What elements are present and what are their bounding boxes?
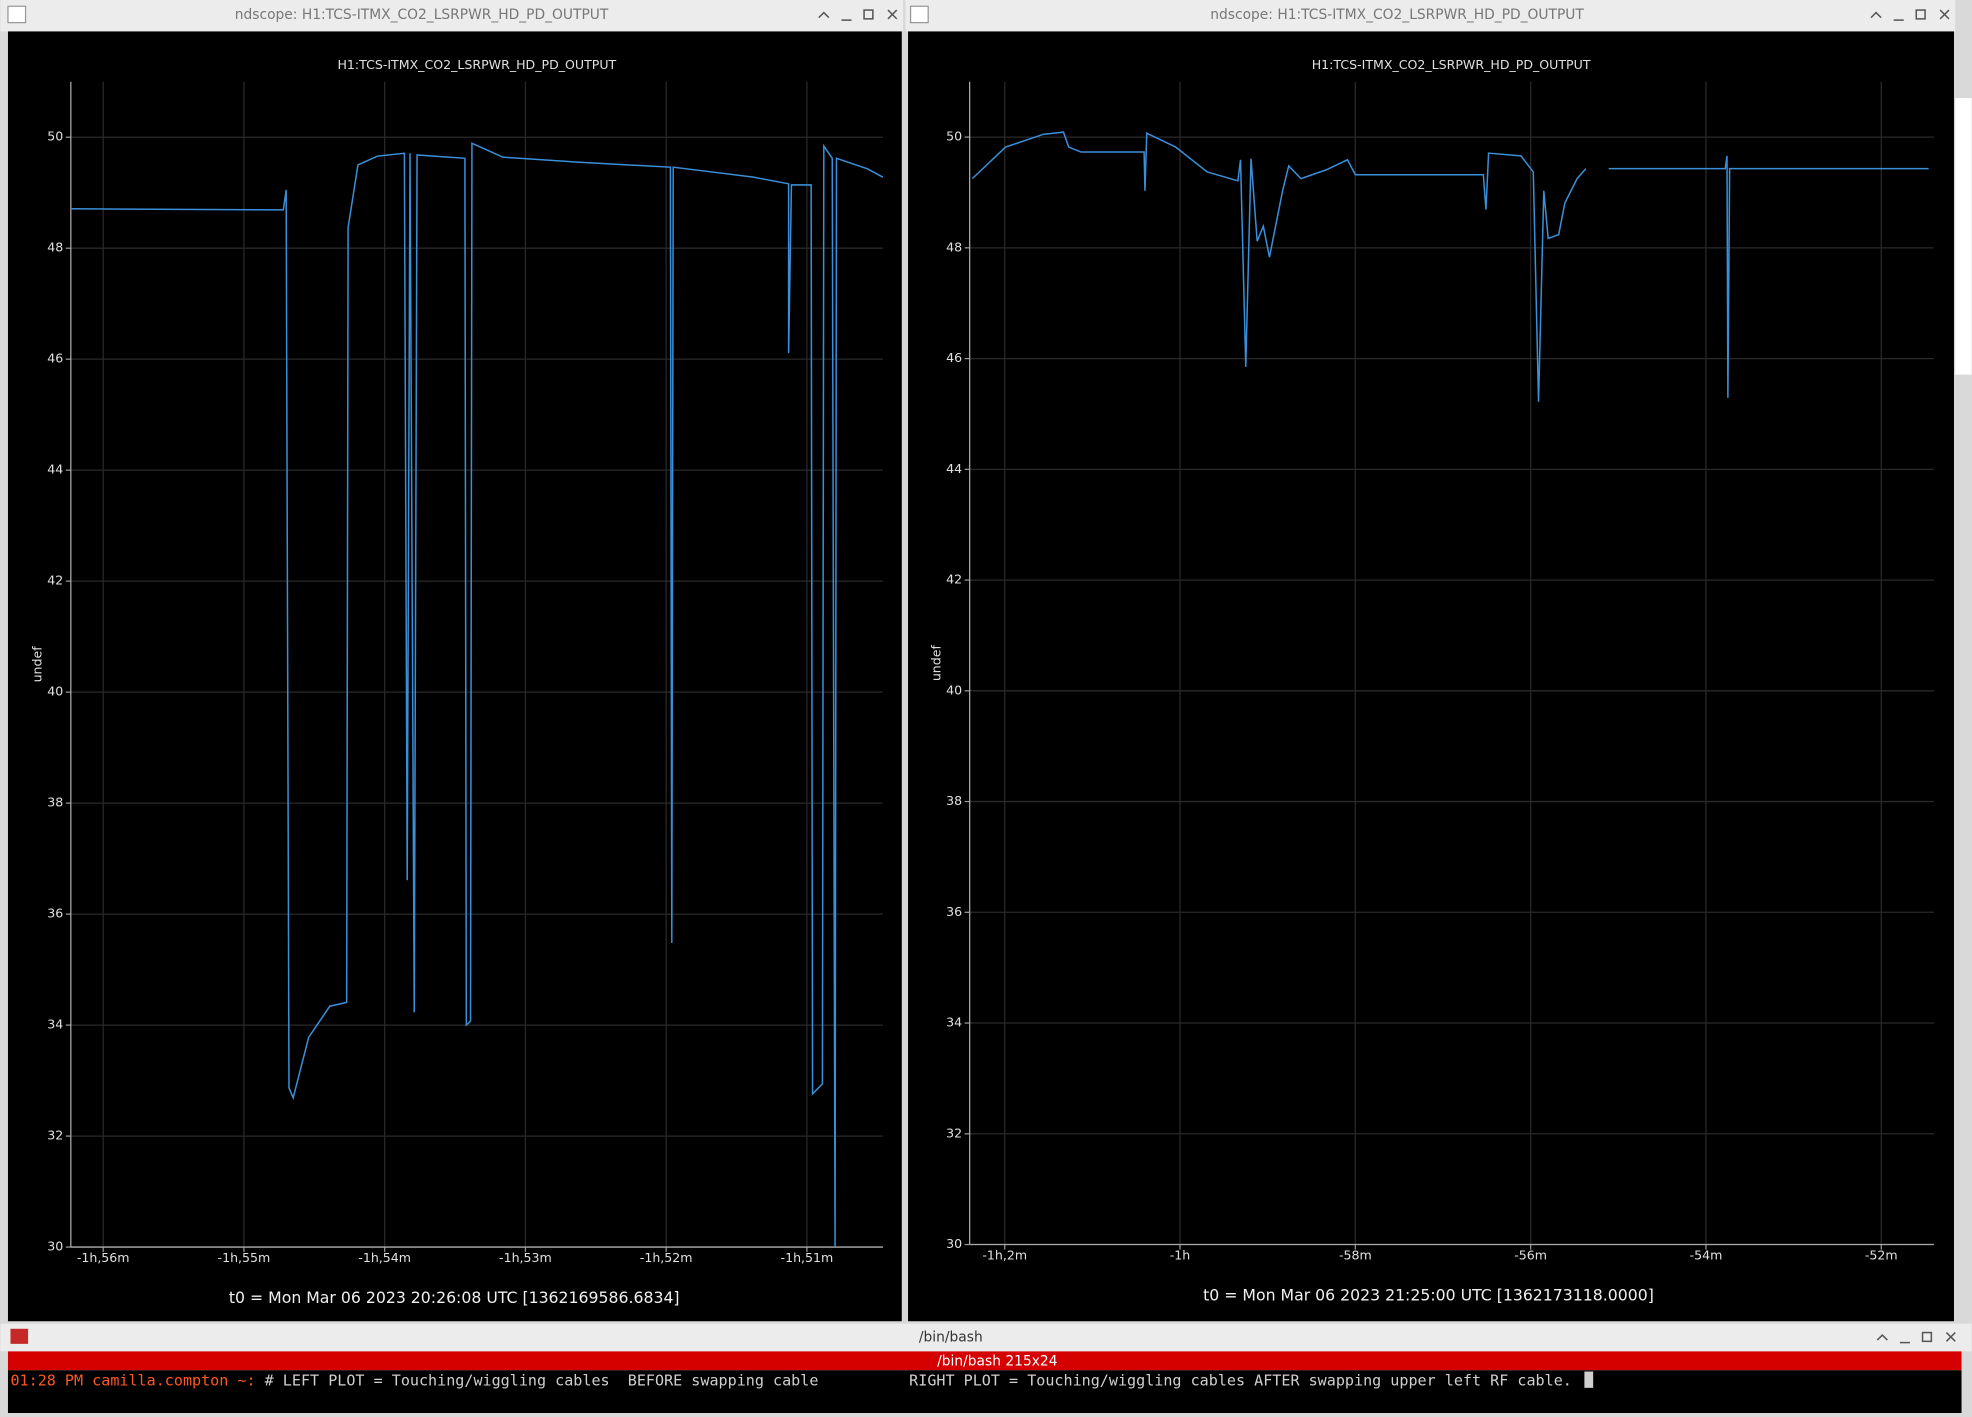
y-tick-label: 36 bbox=[946, 904, 962, 919]
cursor bbox=[1584, 1371, 1594, 1388]
x-tick-label: -1h,53m bbox=[499, 1250, 552, 1265]
terminal-tab-label: /bin/bash 215x24 bbox=[937, 1353, 1058, 1369]
y-tick-label: 34 bbox=[47, 1017, 63, 1032]
y-tick-label: 42 bbox=[946, 572, 962, 587]
data-line bbox=[70, 142, 884, 1248]
maximize-button[interactable] bbox=[1915, 9, 1926, 20]
x-tick-label: -1h,52m bbox=[640, 1250, 693, 1265]
x-tick-label: -1h,55m bbox=[218, 1250, 271, 1265]
y-tick-label: 46 bbox=[946, 350, 962, 365]
x-tick-label: -1h,54m bbox=[358, 1250, 411, 1265]
y-tick-label: 32 bbox=[47, 1128, 63, 1143]
window-controls[interactable] bbox=[818, 9, 898, 21]
command: # LEFT PLOT = Touching/wiggling cables B… bbox=[256, 1371, 1572, 1389]
x-axis-label: t0 = Mon Mar 06 2023 20:26:08 UTC [13621… bbox=[229, 1288, 680, 1307]
y-tick-label: 30 bbox=[47, 1239, 63, 1254]
x-tick-label: -1h,56m bbox=[77, 1250, 130, 1265]
x-tick-label: -1h bbox=[1170, 1247, 1191, 1262]
prompt: 01:28 PM camilla.compton ~: bbox=[10, 1371, 255, 1389]
x-tick-label: -52m bbox=[1865, 1247, 1898, 1262]
shade-button[interactable] bbox=[1870, 11, 1882, 19]
y-tick-label: 44 bbox=[47, 462, 63, 477]
window-title: ndscope: H1:TCS-ITMX_CO2_LSRPWR_HD_PD_OU… bbox=[235, 7, 609, 23]
data-line bbox=[971, 131, 1929, 402]
chart-title: H1:TCS-ITMX_CO2_LSRPWR_HD_PD_OUTPUT bbox=[337, 57, 616, 72]
plot-window bbox=[908, 31, 1954, 1322]
y-tick-label: 38 bbox=[946, 793, 962, 808]
chart-title: H1:TCS-ITMX_CO2_LSRPWR_HD_PD_OUTPUT bbox=[1312, 57, 1591, 72]
terminal-line: 01:28 PM camilla.compton ~: # LEFT PLOT … bbox=[10, 1371, 1571, 1389]
y-tick-label: 48 bbox=[946, 239, 962, 254]
close-button[interactable] bbox=[1945, 1332, 1956, 1342]
y-tick-label: 36 bbox=[47, 906, 63, 921]
title-bar bbox=[0, 0, 904, 32]
terminal-tab[interactable] bbox=[7, 1351, 1962, 1371]
y-tick-label: 34 bbox=[946, 1015, 962, 1030]
close-button[interactable] bbox=[887, 9, 898, 20]
maximize-button[interactable] bbox=[863, 9, 874, 20]
terminal-body bbox=[7, 1370, 1962, 1413]
y-tick-label: 30 bbox=[946, 1236, 962, 1251]
y-tick-label: 46 bbox=[47, 351, 63, 366]
x-tick-label: -58m bbox=[1339, 1247, 1372, 1262]
y-tick-label: 40 bbox=[946, 682, 962, 697]
shade-button[interactable] bbox=[818, 11, 830, 19]
y-tick-label: 32 bbox=[946, 1125, 962, 1140]
terminal-title: /bin/bash bbox=[919, 1330, 983, 1346]
title-bar bbox=[905, 0, 1956, 32]
y-tick-label: 50 bbox=[47, 129, 63, 144]
y-tick-label: 48 bbox=[47, 240, 63, 255]
y-tick-label: 44 bbox=[946, 461, 962, 476]
window-title: ndscope: H1:TCS-ITMX_CO2_LSRPWR_HD_PD_OU… bbox=[1210, 7, 1584, 23]
x-axis-label: t0 = Mon Mar 06 2023 21:25:00 UTC [13621… bbox=[1203, 1286, 1654, 1305]
x-tick-label: -1h,51m bbox=[781, 1250, 834, 1265]
y-axis-label: undef bbox=[928, 645, 943, 682]
terminal-title-bar bbox=[0, 1323, 1972, 1352]
terminal-icon bbox=[10, 1328, 29, 1344]
window-controls[interactable] bbox=[1876, 1331, 1956, 1344]
window-controls[interactable] bbox=[1870, 9, 1950, 21]
window-icon bbox=[909, 5, 929, 24]
background-window bbox=[1955, 98, 1972, 375]
window-icon bbox=[7, 5, 27, 24]
x-tick-label: -54m bbox=[1690, 1247, 1723, 1262]
y-tick-label: 50 bbox=[946, 129, 962, 144]
maximize-button[interactable] bbox=[1921, 1331, 1933, 1343]
close-button[interactable] bbox=[1939, 9, 1950, 20]
shade-button[interactable] bbox=[1876, 1333, 1888, 1341]
x-tick-label: -1h,2m bbox=[982, 1247, 1027, 1262]
plot-window bbox=[7, 31, 902, 1322]
y-tick-label: 38 bbox=[47, 795, 63, 810]
y-axis-label: undef bbox=[30, 646, 45, 683]
x-tick-label: -56m bbox=[1514, 1247, 1547, 1262]
y-tick-label: 40 bbox=[47, 684, 63, 699]
y-tick-label: 42 bbox=[47, 573, 63, 588]
